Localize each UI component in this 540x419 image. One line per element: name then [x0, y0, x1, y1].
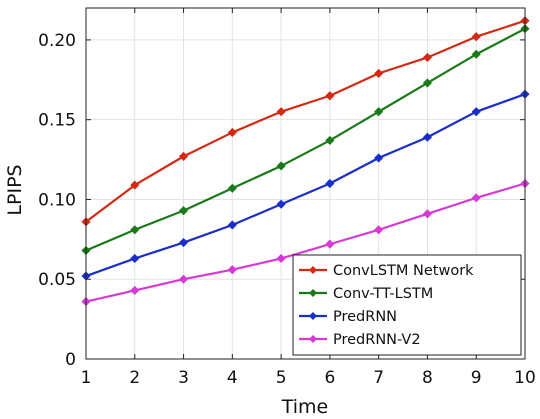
data-point [471, 49, 481, 59]
legend-marker [309, 289, 317, 297]
legend: ConvLSTM Network Conv-TT-LSTM PredRNN PredR… [292, 254, 522, 356]
x-tick-label: 2 [129, 368, 140, 388]
data-point [227, 183, 237, 193]
legend-marker [309, 335, 317, 343]
legend-label: PredRNN-V2 [333, 332, 421, 348]
legend-marker [309, 266, 317, 274]
series-4 [81, 178, 530, 307]
x-tick-label: 10 [514, 368, 536, 388]
series-line [85, 182, 526, 303]
series-line [85, 19, 526, 223]
x-tick-label: 3 [178, 368, 189, 388]
x-tick-label: 6 [324, 368, 335, 388]
data-point [325, 91, 335, 101]
data-point [178, 237, 189, 248]
data-point [325, 239, 335, 249]
data-point [276, 107, 286, 117]
legend-marker [309, 312, 317, 320]
data-point [178, 151, 189, 161]
data-point [227, 265, 237, 275]
data-point [422, 52, 433, 63]
data-point [178, 274, 189, 284]
data-point [130, 253, 140, 264]
data-point [325, 178, 335, 189]
y-axis-title: LPIPS [4, 164, 26, 215]
data-point [276, 161, 286, 171]
data-point [374, 68, 384, 78]
data-point [374, 225, 384, 235]
x-axis-title: Time [281, 396, 329, 418]
plot-frame [85, 7, 526, 360]
series-1 [81, 16, 530, 227]
y-tick-label: 0 [65, 350, 76, 370]
y-axis-ticks: 0 0.05 0.10 0.15 0.20 [38, 31, 525, 370]
x-axis-ticks: 1 2 3 4 5 6 7 8 9 10 [81, 8, 536, 388]
data-point [178, 206, 189, 216]
series-line [85, 27, 526, 252]
data-point [276, 199, 286, 209]
data-point [276, 253, 286, 264]
legend-label: PredRNN [333, 309, 397, 325]
x-tick-label: 9 [471, 368, 482, 388]
data-point [422, 132, 433, 142]
series-line [85, 93, 526, 278]
data-point [374, 153, 384, 163]
legend-box [292, 254, 522, 356]
y-tick-label: 0.10 [38, 190, 76, 210]
data-point [471, 107, 481, 117]
data-point [374, 107, 384, 117]
y-tick-label: 0.05 [38, 270, 76, 290]
data-point [227, 127, 237, 138]
data-point [471, 32, 481, 42]
x-tick-label: 8 [422, 368, 433, 388]
data-point [325, 135, 335, 145]
legend-label: ConvLSTM Network [333, 263, 474, 279]
y-tick-label: 0.15 [38, 111, 76, 131]
x-tick-label: 1 [81, 368, 92, 388]
legend-item: PredRNN-V2 [299, 332, 421, 348]
legend-label: Conv-TT-LSTM [333, 286, 433, 302]
x-tick-label: 5 [276, 368, 287, 388]
y-tick-label: 0.20 [38, 31, 76, 51]
legend-item: Conv-TT-LSTM [299, 286, 433, 302]
data-point [227, 220, 237, 230]
x-tick-label: 7 [373, 368, 384, 388]
data-point [422, 209, 433, 219]
legend-item: ConvLSTM Network [299, 263, 474, 279]
data-point [130, 225, 140, 235]
legend-item: PredRNN [299, 309, 397, 325]
data-point [130, 180, 140, 190]
data-point [422, 78, 433, 88]
data-point [130, 285, 140, 295]
data-point [471, 193, 481, 203]
x-tick-label: 4 [227, 368, 238, 388]
